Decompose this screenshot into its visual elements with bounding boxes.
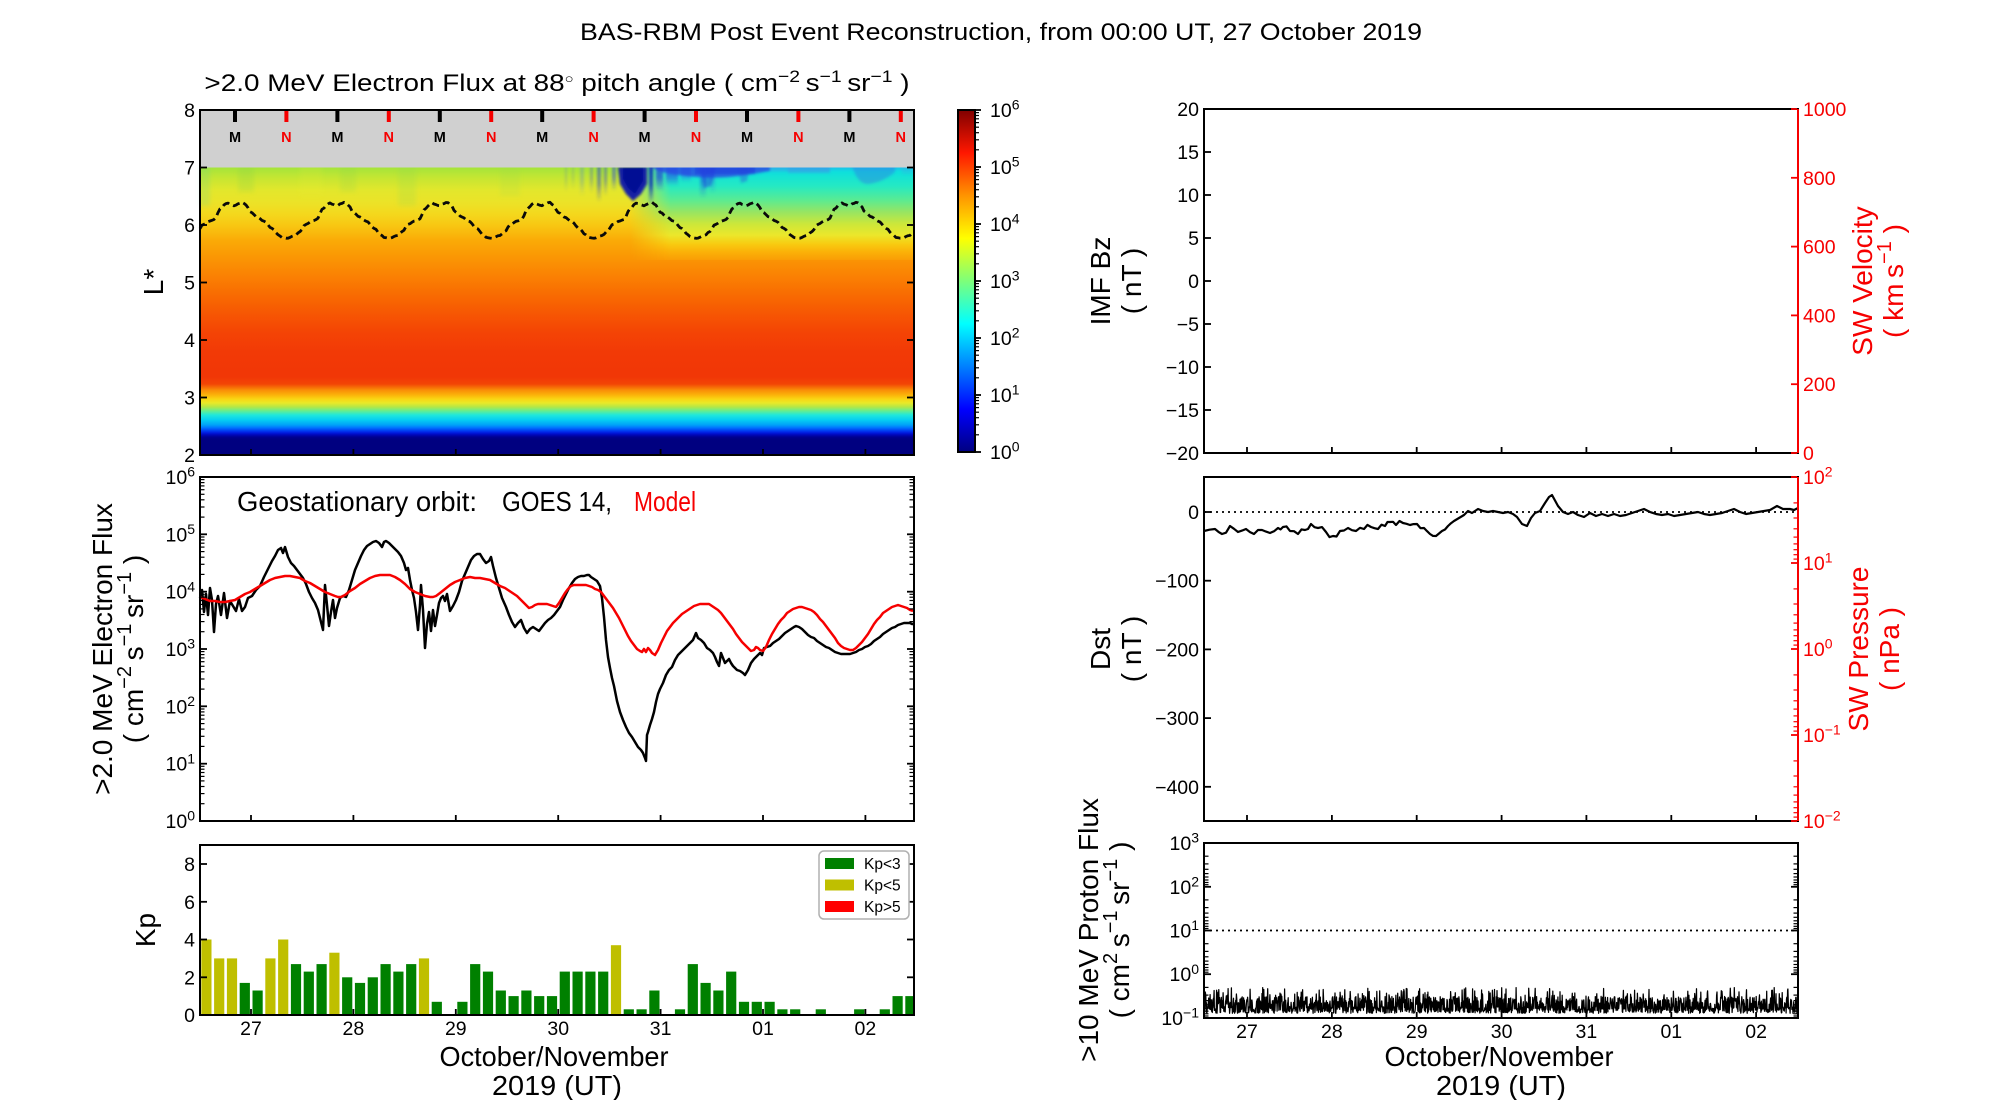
svg-text:27: 27: [240, 1018, 262, 1040]
svg-text:SW Velocity: SW Velocity: [1847, 206, 1878, 355]
svg-text:SW Pressure: SW Pressure: [1843, 567, 1874, 732]
svg-text:30: 30: [1491, 1021, 1513, 1043]
svg-text:IMF Bz: IMF Bz: [1085, 237, 1116, 326]
svg-text:2019 (UT): 2019 (UT): [1436, 1070, 1566, 1100]
svg-text:10−1: 10−1: [1161, 1005, 1199, 1030]
svg-text:M: M: [741, 130, 753, 146]
svg-text:( nT ): ( nT ): [1116, 616, 1147, 682]
svg-text:400: 400: [1803, 305, 1836, 327]
svg-text:>2.0 MeV Electron Flux at 88○: >2.0 MeV Electron Flux at 88○ pitch angl…: [204, 67, 909, 97]
svg-text:2: 2: [184, 967, 195, 989]
svg-text:0: 0: [1188, 502, 1199, 524]
svg-text:−15: −15: [1166, 400, 1199, 422]
svg-text:3: 3: [184, 388, 195, 410]
svg-text:10−2: 10−2: [1803, 808, 1841, 833]
svg-text:5: 5: [184, 273, 195, 295]
svg-text:0: 0: [1188, 271, 1199, 293]
svg-text:−20: −20: [1166, 443, 1199, 465]
svg-text:N: N: [896, 130, 906, 146]
svg-text:−100: −100: [1155, 571, 1199, 593]
svg-text:Kp<3: Kp<3: [864, 856, 901, 873]
svg-text:5: 5: [1188, 228, 1199, 250]
svg-text:GOES 14,: GOES 14,: [502, 486, 612, 517]
svg-text:>10 MeV Proton Flux: >10 MeV Proton Flux: [1073, 798, 1104, 1062]
svg-text:>2.0 MeV Electron Flux: >2.0 MeV Electron Flux: [87, 503, 118, 795]
svg-text:27: 27: [1236, 1021, 1258, 1043]
svg-text:02: 02: [855, 1018, 877, 1040]
svg-text:Dst: Dst: [1085, 628, 1116, 670]
svg-text:30: 30: [547, 1018, 569, 1040]
svg-text:1000: 1000: [1803, 99, 1847, 121]
svg-text:6: 6: [184, 215, 195, 237]
svg-text:01: 01: [752, 1018, 774, 1040]
svg-text:200: 200: [1803, 374, 1836, 396]
svg-text:N: N: [281, 130, 291, 146]
svg-text:M: M: [434, 130, 446, 146]
svg-text:M: M: [843, 130, 855, 146]
svg-text:20: 20: [1177, 99, 1199, 121]
svg-text:M: M: [229, 130, 241, 146]
svg-text:8: 8: [184, 854, 195, 876]
svg-text:N: N: [486, 130, 496, 146]
svg-text:15: 15: [1177, 142, 1199, 164]
svg-text:October/November: October/November: [440, 1041, 669, 1072]
svg-text:8: 8: [184, 100, 195, 122]
svg-text:N: N: [588, 130, 598, 146]
svg-text:Kp<5: Kp<5: [864, 878, 901, 895]
svg-text:7: 7: [184, 158, 195, 180]
svg-text:10: 10: [1177, 185, 1199, 207]
svg-text:M: M: [639, 130, 651, 146]
svg-text:BAS-RBM Post Event Reconstruct: BAS-RBM Post Event Reconstruction, from …: [580, 19, 1422, 46]
svg-text:02: 02: [1745, 1021, 1767, 1043]
svg-text:M: M: [536, 130, 548, 146]
svg-text:N: N: [691, 130, 701, 146]
svg-text:N: N: [793, 130, 803, 146]
svg-text:31: 31: [1576, 1021, 1598, 1043]
svg-text:29: 29: [445, 1018, 467, 1040]
svg-text:105: 105: [990, 154, 1020, 179]
svg-text:−200: −200: [1155, 639, 1199, 661]
svg-text:−300: −300: [1155, 708, 1199, 730]
svg-text:0: 0: [184, 1005, 195, 1027]
svg-text:29: 29: [1406, 1021, 1428, 1043]
svg-text:600: 600: [1803, 237, 1836, 259]
svg-text:Kp>5: Kp>5: [864, 899, 901, 916]
svg-text:100: 100: [1170, 961, 1200, 986]
svg-text:800: 800: [1803, 168, 1836, 190]
svg-text:Kp: Kp: [130, 913, 161, 947]
svg-text:6: 6: [184, 892, 195, 914]
svg-text:M: M: [331, 130, 343, 146]
svg-text:28: 28: [343, 1018, 365, 1040]
svg-text:2019 (UT): 2019 (UT): [492, 1070, 622, 1100]
svg-text:Geostationary orbit:: Geostationary orbit:: [237, 486, 477, 517]
svg-text:2: 2: [184, 445, 195, 467]
svg-text:−5: −5: [1177, 314, 1199, 336]
svg-text:( nT ): ( nT ): [1116, 248, 1147, 314]
svg-text:( nPa ): ( nPa ): [1874, 607, 1905, 691]
svg-text:L*: L*: [138, 269, 169, 296]
svg-text:01: 01: [1660, 1021, 1682, 1043]
svg-text:( km s−1 ): ( km s−1 ): [1874, 224, 1909, 338]
svg-text:N: N: [384, 130, 394, 146]
svg-text:31: 31: [650, 1018, 672, 1040]
svg-text:4: 4: [184, 330, 195, 352]
svg-text:−400: −400: [1155, 777, 1199, 799]
svg-text:28: 28: [1321, 1021, 1343, 1043]
svg-text:Model: Model: [634, 486, 696, 517]
svg-text:−10: −10: [1166, 357, 1199, 379]
svg-text:October/November: October/November: [1385, 1041, 1614, 1072]
svg-text:4: 4: [184, 930, 195, 952]
svg-text:0: 0: [1803, 443, 1814, 465]
